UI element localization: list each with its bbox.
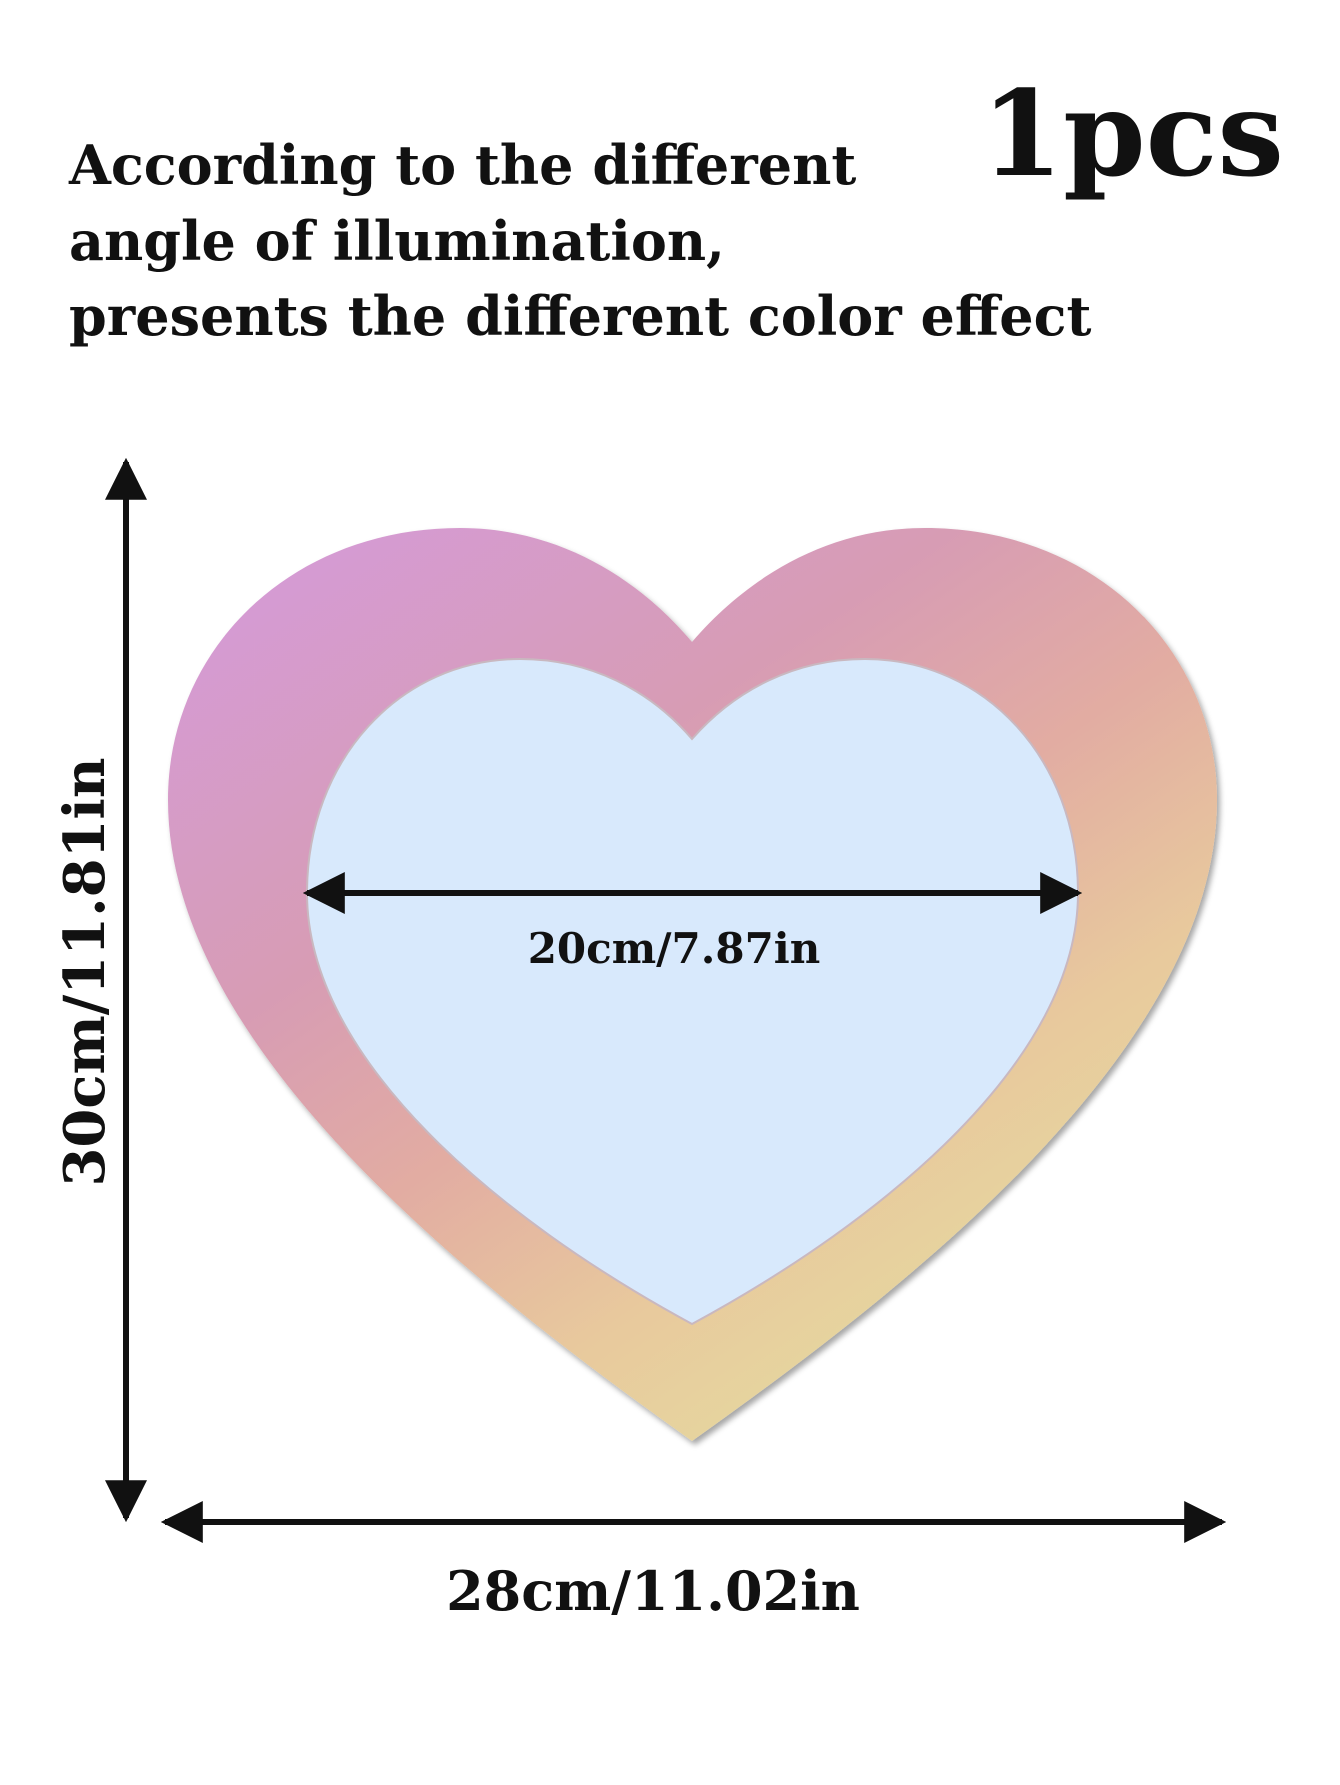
description: According to the different angle of illu… xyxy=(68,133,1091,348)
description-line: According to the different xyxy=(68,133,856,197)
height-label: 30cm/11.81in xyxy=(52,757,118,1186)
description-line: presents the different color effect xyxy=(69,284,1091,348)
heart-mirror xyxy=(305,657,1080,1326)
inner-width-label: 20cm/7.87in xyxy=(528,924,821,973)
description-line: angle of illumination, xyxy=(69,209,725,273)
width-label: 28cm/11.02in xyxy=(446,1559,860,1623)
quantity: 1pcs xyxy=(981,64,1284,203)
